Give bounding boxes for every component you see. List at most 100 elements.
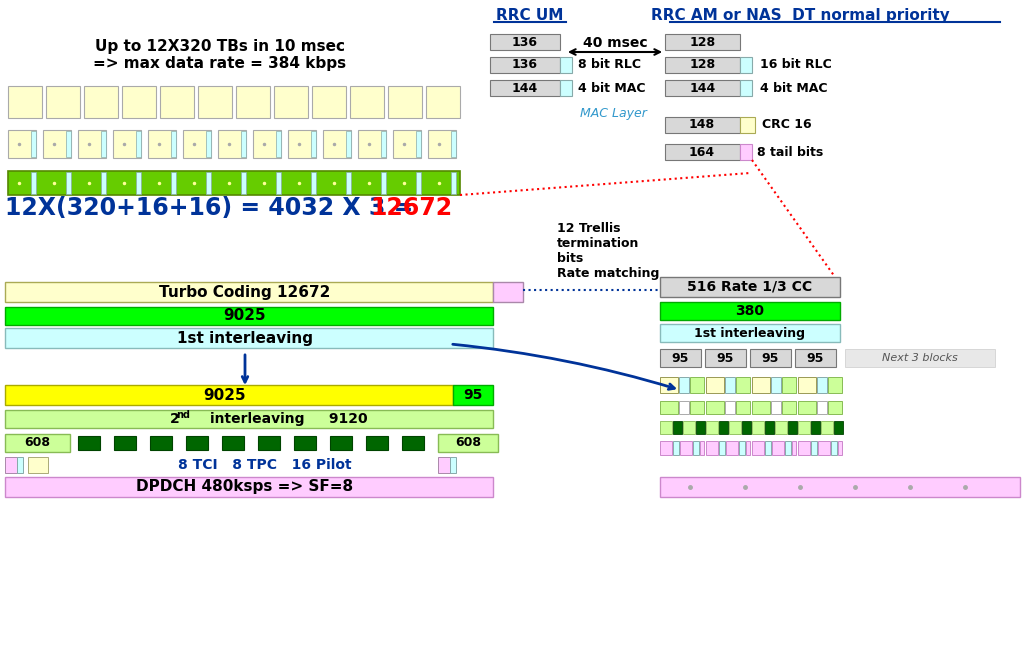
Bar <box>771 401 781 414</box>
Bar <box>66 172 71 194</box>
Bar <box>31 172 36 194</box>
Bar <box>381 131 386 157</box>
Text: 16 bit RLC: 16 bit RLC <box>760 58 831 72</box>
Bar <box>765 441 771 455</box>
Bar <box>795 349 836 367</box>
Bar <box>736 377 750 393</box>
Bar <box>821 421 833 434</box>
Bar <box>78 130 106 158</box>
Bar <box>845 349 995 367</box>
Bar <box>5 307 493 325</box>
Bar <box>679 401 689 414</box>
Bar <box>726 441 738 455</box>
Bar <box>750 349 791 367</box>
Bar <box>451 131 456 157</box>
Bar <box>740 57 752 73</box>
Bar <box>258 436 280 450</box>
Bar <box>772 441 784 455</box>
Text: 380: 380 <box>735 304 765 318</box>
Text: 8 bit RLC: 8 bit RLC <box>578 58 641 72</box>
Bar <box>160 86 194 118</box>
Text: 516 Rate 1/3 CC: 516 Rate 1/3 CC <box>687 280 813 294</box>
Bar <box>206 172 211 194</box>
Bar <box>350 86 384 118</box>
Bar <box>274 86 308 118</box>
Bar <box>788 421 797 434</box>
Text: 9025: 9025 <box>223 309 266 323</box>
Bar <box>719 441 725 455</box>
Bar <box>276 172 281 194</box>
Text: 4 bit MAC: 4 bit MAC <box>578 81 645 95</box>
Bar <box>719 421 728 434</box>
Bar <box>122 86 156 118</box>
Bar <box>660 401 678 414</box>
Bar <box>402 436 424 450</box>
Bar <box>28 457 48 473</box>
Bar <box>17 457 23 473</box>
Bar <box>696 421 705 434</box>
Bar <box>673 421 682 434</box>
Bar <box>660 277 840 297</box>
Bar <box>706 401 724 414</box>
Bar <box>288 130 316 158</box>
Text: 95: 95 <box>717 351 733 365</box>
Bar <box>311 131 316 157</box>
Bar <box>792 441 796 455</box>
Text: 95: 95 <box>672 351 689 365</box>
Bar <box>114 436 136 450</box>
Bar <box>811 441 817 455</box>
Text: 95: 95 <box>761 351 778 365</box>
Bar <box>66 131 71 157</box>
Text: 136: 136 <box>512 35 538 49</box>
Bar <box>218 130 246 158</box>
Bar <box>729 421 741 434</box>
Bar <box>828 377 842 393</box>
Bar <box>752 421 764 434</box>
Bar <box>665 80 740 96</box>
Bar <box>450 457 456 473</box>
Text: 12 Trellis
termination
bits
Rate matching: 12 Trellis termination bits Rate matchin… <box>557 222 659 280</box>
Text: 148: 148 <box>689 118 715 131</box>
Bar <box>358 130 386 158</box>
Text: RRC UM: RRC UM <box>497 8 563 23</box>
Text: CRC 16: CRC 16 <box>762 118 812 131</box>
Text: 95: 95 <box>463 388 482 402</box>
Bar <box>381 172 386 194</box>
Text: 12X(320+16+16) = 4032 X 3 =: 12X(320+16+16) = 4032 X 3 = <box>5 196 422 220</box>
Bar <box>680 441 692 455</box>
Text: 144: 144 <box>512 81 539 95</box>
Bar <box>490 34 560 50</box>
Bar <box>78 436 100 450</box>
Text: interleaving     9120: interleaving 9120 <box>210 412 368 426</box>
Bar <box>740 144 752 160</box>
Bar <box>725 377 735 393</box>
Text: 128: 128 <box>689 35 716 49</box>
Bar <box>665 144 740 160</box>
Bar <box>186 436 208 450</box>
Text: 1st interleaving: 1st interleaving <box>694 327 806 340</box>
Text: nd: nd <box>176 410 190 420</box>
Bar <box>660 377 678 393</box>
Text: 1st interleaving: 1st interleaving <box>177 330 313 346</box>
Bar <box>311 172 316 194</box>
Bar <box>136 131 141 157</box>
Bar <box>834 421 843 434</box>
Bar <box>739 441 745 455</box>
Bar <box>171 172 176 194</box>
Bar <box>660 421 672 434</box>
Bar <box>453 385 493 405</box>
Bar <box>8 86 42 118</box>
Bar <box>706 441 718 455</box>
Bar <box>725 401 735 414</box>
Bar <box>838 441 842 455</box>
Bar <box>393 130 421 158</box>
Bar <box>198 86 232 118</box>
Bar <box>416 172 421 194</box>
Bar <box>8 130 36 158</box>
Bar <box>5 457 17 473</box>
Bar <box>171 131 176 157</box>
Bar <box>312 86 346 118</box>
Bar <box>253 130 281 158</box>
Bar <box>428 130 456 158</box>
Text: 4 bit MAC: 4 bit MAC <box>760 81 827 95</box>
